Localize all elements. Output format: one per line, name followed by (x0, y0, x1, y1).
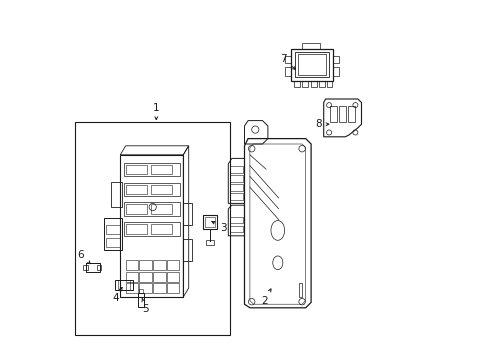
Bar (205, 240, 214, 245)
Bar (106, 238, 120, 247)
Bar (291, 49, 332, 81)
Bar (123, 222, 179, 236)
Bar (230, 217, 242, 223)
Bar (204, 217, 215, 227)
Bar (297, 54, 325, 75)
Bar (104, 218, 122, 250)
Bar (302, 81, 307, 87)
Bar (167, 272, 179, 282)
Bar (332, 67, 339, 76)
Bar (167, 283, 179, 293)
Bar (125, 283, 138, 293)
Bar (138, 293, 143, 307)
Bar (230, 175, 242, 182)
Bar (153, 283, 165, 293)
Bar (230, 193, 242, 200)
Bar (294, 81, 299, 87)
Bar (298, 283, 302, 297)
Bar (294, 52, 328, 77)
Bar (329, 106, 336, 122)
Bar (332, 56, 339, 63)
Bar (183, 239, 192, 261)
Bar (123, 163, 179, 176)
Bar (150, 165, 172, 174)
Bar (111, 182, 122, 207)
Bar (230, 226, 242, 232)
Bar (183, 203, 192, 225)
Bar (230, 184, 242, 191)
Bar (106, 225, 120, 234)
Text: 1: 1 (153, 103, 159, 120)
Text: 2: 2 (261, 289, 270, 306)
Bar (75, 122, 230, 335)
Bar (120, 155, 183, 297)
Bar (125, 185, 147, 194)
Text: 4: 4 (112, 288, 122, 303)
Bar (123, 183, 179, 196)
Bar (150, 185, 172, 194)
Bar (302, 43, 320, 49)
Bar (139, 260, 151, 270)
Text: 3: 3 (211, 221, 226, 233)
Bar (125, 165, 147, 174)
Bar (153, 272, 165, 282)
Bar (125, 260, 138, 270)
Bar (310, 81, 316, 87)
Bar (139, 283, 151, 293)
Bar (284, 56, 291, 63)
Bar (123, 202, 179, 216)
Bar (347, 106, 354, 122)
Bar (167, 260, 179, 270)
Bar (97, 265, 101, 270)
Bar (326, 81, 332, 87)
Text: 7: 7 (280, 54, 295, 69)
Bar (150, 204, 172, 214)
Bar (125, 224, 147, 234)
Bar (125, 272, 138, 282)
Bar (153, 260, 165, 270)
Bar (339, 106, 345, 122)
Bar (230, 166, 242, 173)
Bar (150, 224, 172, 234)
Bar (319, 81, 325, 87)
Bar (86, 263, 100, 272)
Bar (203, 215, 216, 229)
Bar (83, 265, 87, 270)
Bar (284, 67, 291, 76)
Text: 5: 5 (142, 298, 148, 314)
Bar (115, 280, 133, 290)
Bar (139, 272, 151, 282)
Bar (139, 289, 142, 293)
Bar (125, 204, 147, 214)
Text: 8: 8 (315, 119, 328, 129)
Text: 6: 6 (78, 249, 90, 264)
